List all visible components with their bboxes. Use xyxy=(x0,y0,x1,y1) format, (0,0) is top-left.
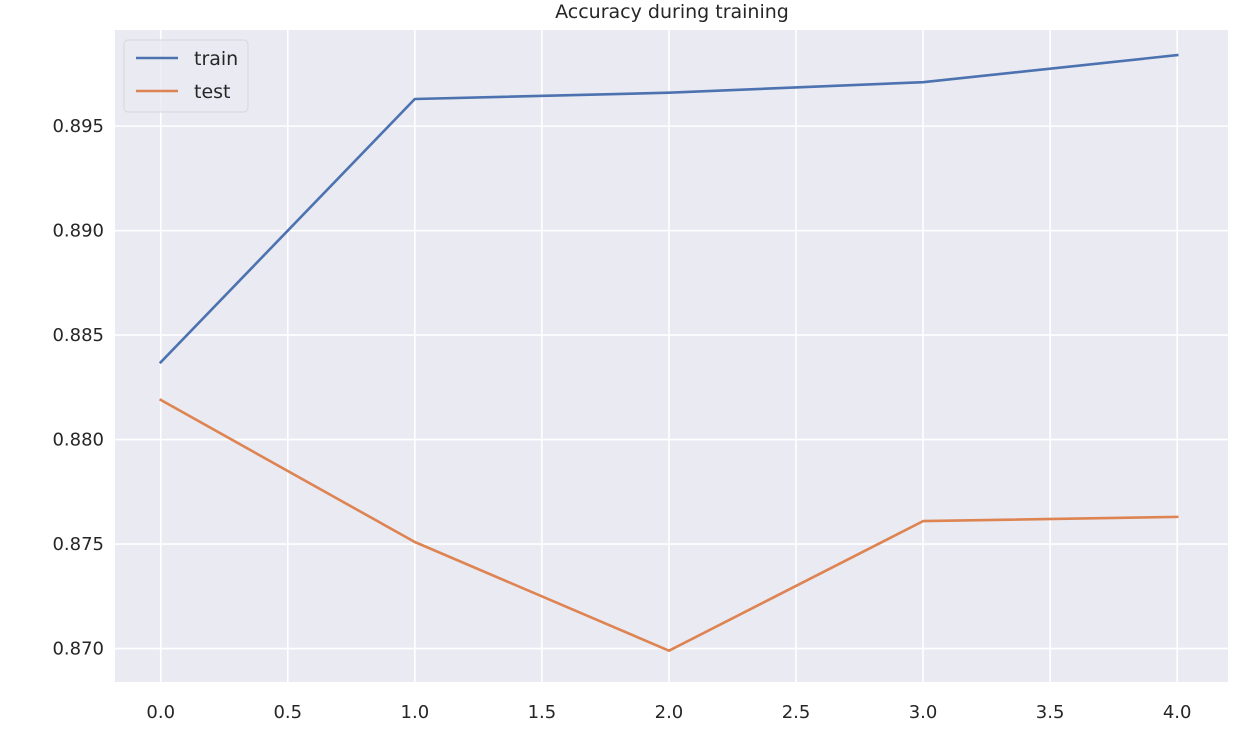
x-tick-label: 3.0 xyxy=(909,702,938,723)
series-lines xyxy=(158,53,1179,653)
y-tick-label: 0.870 xyxy=(52,639,104,660)
chart-title: Accuracy during training xyxy=(555,1,789,23)
grid-lines xyxy=(115,30,1228,682)
y-tick-label: 0.875 xyxy=(52,534,104,555)
x-tick-label: 3.5 xyxy=(1036,702,1065,723)
y-tick-label: 0.890 xyxy=(52,221,104,242)
plot-area-background xyxy=(115,30,1228,682)
series-line-test xyxy=(158,398,1179,653)
x-tick-label: 0.5 xyxy=(273,702,302,723)
legend: train test xyxy=(123,39,249,113)
y-tick-label: 0.895 xyxy=(52,116,104,137)
x-tick-label: 2.5 xyxy=(782,702,811,723)
x-tick-label: 0.0 xyxy=(146,702,175,723)
x-axis-ticks: 0.0 0.5 1.0 1.5 2.0 2.5 3.0 3.5 4.0 xyxy=(146,702,1191,723)
y-tick-label: 0.880 xyxy=(52,430,104,451)
legend-label-test: test xyxy=(194,81,231,103)
x-tick-label: 1.5 xyxy=(528,702,557,723)
y-axis-ticks: 0.870 0.875 0.880 0.885 0.890 0.895 xyxy=(52,116,104,659)
legend-label-train: train xyxy=(194,48,238,70)
x-tick-label: 4.0 xyxy=(1163,702,1192,723)
x-tick-label: 1.0 xyxy=(401,702,430,723)
y-tick-label: 0.885 xyxy=(52,325,104,346)
x-tick-label: 2.0 xyxy=(655,702,684,723)
series-line-train xyxy=(158,53,1179,365)
